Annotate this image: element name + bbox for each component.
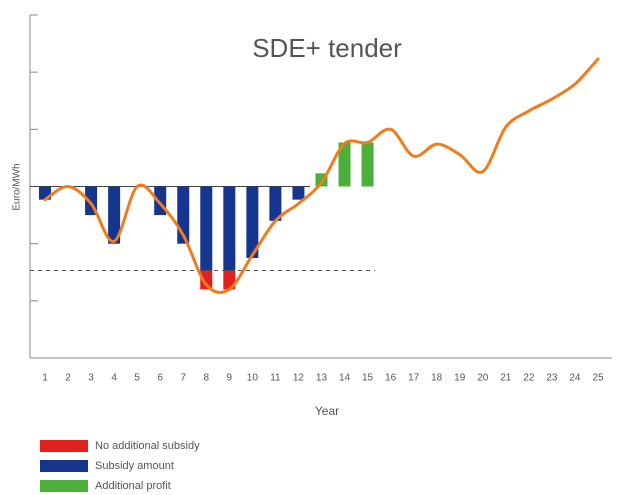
bar bbox=[108, 186, 121, 244]
x-tick-label: 2 bbox=[65, 373, 71, 384]
x-tick-label: 5 bbox=[134, 373, 140, 384]
line bbox=[43, 57, 600, 295]
y-axis-label: Euro/MWh bbox=[12, 163, 23, 210]
x-tick-label: 20 bbox=[477, 373, 489, 384]
x-tick-label: 12 bbox=[293, 373, 305, 384]
x-tick-label: 13 bbox=[316, 373, 328, 384]
legend-label: Subsidy amount bbox=[95, 460, 174, 472]
x-tick-label: 21 bbox=[500, 373, 512, 384]
bar bbox=[361, 142, 374, 187]
x-tick-label: 18 bbox=[431, 373, 443, 384]
x-tick-label: 15 bbox=[362, 373, 374, 384]
x-tick-label: 7 bbox=[180, 373, 186, 384]
x-axis-label: Year bbox=[315, 404, 339, 418]
x-tick-label: 19 bbox=[454, 373, 466, 384]
x-tick-label: 10 bbox=[247, 373, 259, 384]
legend-label: No additional subsidy bbox=[95, 440, 200, 452]
x-tick-label: 8 bbox=[203, 373, 209, 384]
legend-swatch bbox=[40, 440, 88, 452]
legend-swatch bbox=[40, 460, 88, 472]
x-tick-label: 16 bbox=[385, 373, 397, 384]
bar bbox=[338, 142, 351, 187]
x-tick-label: 17 bbox=[408, 373, 420, 384]
bar bbox=[223, 186, 236, 271]
x-tick-label: 22 bbox=[523, 373, 535, 384]
bar bbox=[200, 186, 213, 271]
bar bbox=[246, 186, 259, 258]
bar bbox=[269, 186, 282, 221]
bar bbox=[200, 270, 213, 290]
legend-label: Additional profit bbox=[95, 480, 171, 492]
x-tick-label: 11 bbox=[270, 373, 281, 384]
x-tick-label: 14 bbox=[339, 373, 351, 384]
x-tick-label: 25 bbox=[592, 373, 604, 384]
x-tick-label: 3 bbox=[88, 373, 94, 384]
x-tick-label: 24 bbox=[569, 373, 581, 384]
x-tick-label: 1 bbox=[42, 373, 48, 384]
x-tick-label: 9 bbox=[227, 373, 233, 384]
x-tick-label: 6 bbox=[157, 373, 163, 384]
legend-swatch bbox=[40, 480, 88, 492]
x-tick-label: 23 bbox=[546, 373, 558, 384]
x-tick-label: 4 bbox=[111, 373, 117, 384]
bar bbox=[292, 186, 305, 200]
chart-title: SDE+ tender bbox=[252, 33, 402, 63]
